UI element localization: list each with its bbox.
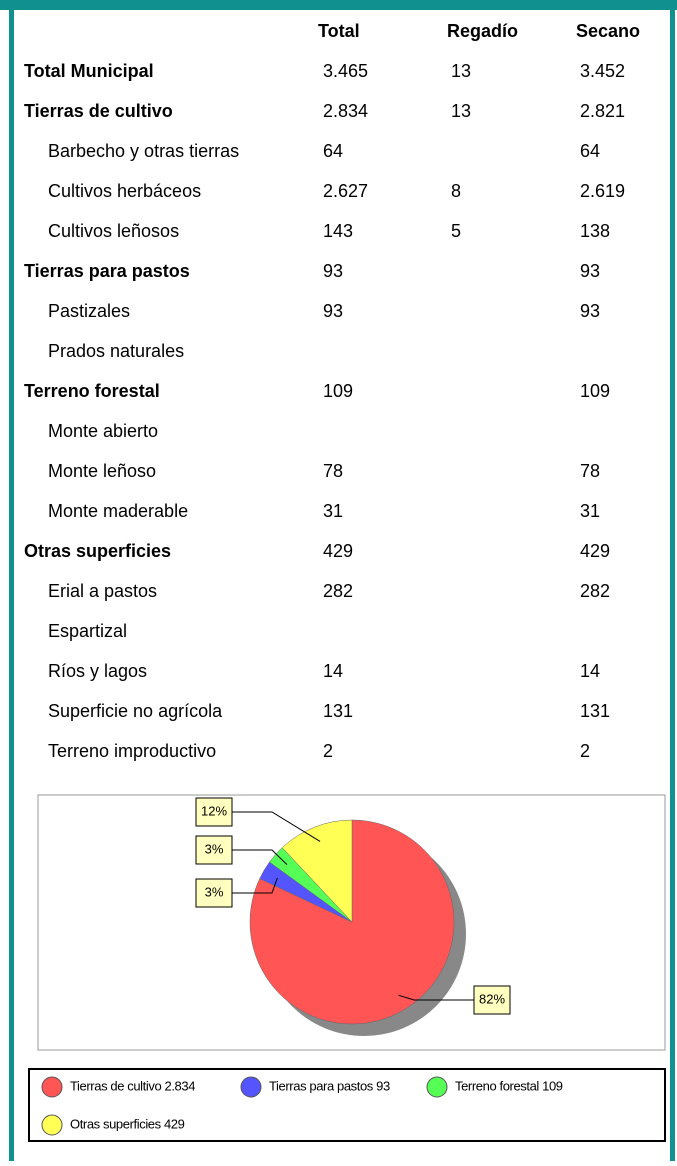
cell: 282 <box>323 581 353 601</box>
pie-label-box <box>195 797 233 827</box>
row-label: Espartizal <box>48 621 127 641</box>
cell: 2.834 <box>323 101 368 121</box>
cell: 131 <box>323 701 353 721</box>
legend-label: Tierras de cultivo 2.834 <box>70 1078 195 1093</box>
cell: 64 <box>323 141 343 161</box>
row-label: Barbecho y otras tierras <box>48 141 239 161</box>
cell: 31 <box>580 501 600 521</box>
row-label: Monte maderable <box>48 501 188 521</box>
left-border <box>9 0 14 1161</box>
pie-label: 82% <box>479 991 505 1006</box>
pie-label: 12% <box>201 803 227 818</box>
right-border <box>670 0 675 1161</box>
cell: 93 <box>323 261 343 281</box>
cell: 3.465 <box>323 61 368 81</box>
leader-line <box>232 849 288 866</box>
cell: 143 <box>323 221 353 241</box>
row-label: Otras superficies <box>24 541 171 561</box>
cell: 2.619 <box>580 181 625 201</box>
cell: 14 <box>580 661 600 681</box>
cell: 2.821 <box>580 101 625 121</box>
cell: 64 <box>580 141 600 161</box>
row-label: Cultivos leñosos <box>48 221 179 241</box>
cell: 13 <box>451 101 471 121</box>
cell: 13 <box>451 61 471 81</box>
cell: 2.627 <box>323 181 368 201</box>
leader-line <box>232 877 278 894</box>
row-label: Tierras para pastos <box>24 261 190 281</box>
cell: 78 <box>580 461 600 481</box>
cell: 109 <box>580 381 610 401</box>
cell: 93 <box>323 301 343 321</box>
legend-swatch <box>240 1076 262 1098</box>
row-label: Ríos y lagos <box>48 661 147 681</box>
cell: 429 <box>580 541 610 561</box>
cell: 282 <box>580 581 610 601</box>
row-label: Pastizales <box>48 301 130 321</box>
cell: 78 <box>323 461 343 481</box>
cell: 429 <box>323 541 353 561</box>
legend-swatch <box>41 1114 63 1136</box>
legend-swatch <box>41 1076 63 1098</box>
legend-swatch <box>426 1076 448 1098</box>
row-label: Tierras de cultivo <box>24 101 173 121</box>
cell: 3.452 <box>580 61 625 81</box>
cell: 131 <box>580 701 610 721</box>
pie-label-box <box>473 985 511 1015</box>
legend-label: Tierras para pastos 93 <box>269 1078 390 1093</box>
pie-label-box <box>195 878 233 908</box>
row-label: Terreno forestal <box>24 381 160 401</box>
cell: 31 <box>323 501 343 521</box>
column-header: Secano <box>576 21 640 41</box>
leader-line <box>398 994 474 1001</box>
pie-label: 3% <box>205 884 224 899</box>
column-header: Total <box>318 21 360 41</box>
cell: 93 <box>580 261 600 281</box>
cell: 2 <box>580 741 590 761</box>
pie-slice <box>281 819 353 923</box>
cell: 5 <box>451 221 461 241</box>
row-label: Erial a pastos <box>48 581 157 601</box>
legend-label: Otras superficies 429 <box>70 1116 185 1131</box>
legend-frame <box>28 1068 666 1142</box>
leader-line <box>232 811 321 842</box>
cell: 109 <box>323 381 353 401</box>
pie-label-box <box>195 835 233 865</box>
cell: 8 <box>451 181 461 201</box>
row-label: Monte abierto <box>48 421 158 441</box>
row-label: Cultivos herbáceos <box>48 181 201 201</box>
cell: 93 <box>580 301 600 321</box>
pie-label: 3% <box>205 841 224 856</box>
cell: 138 <box>580 221 610 241</box>
column-header: Regadío <box>447 21 518 41</box>
row-label: Terreno improductivo <box>48 741 216 761</box>
row-label: Total Municipal <box>24 61 154 81</box>
row-label: Superficie no agrícola <box>48 701 223 721</box>
cell: 2 <box>323 741 333 761</box>
cell: 14 <box>323 661 343 681</box>
top-band <box>0 0 677 10</box>
legend-label: Terreno forestal 109 <box>455 1078 563 1093</box>
row-label: Prados naturales <box>48 341 184 361</box>
row-label: Monte leñoso <box>48 461 156 481</box>
